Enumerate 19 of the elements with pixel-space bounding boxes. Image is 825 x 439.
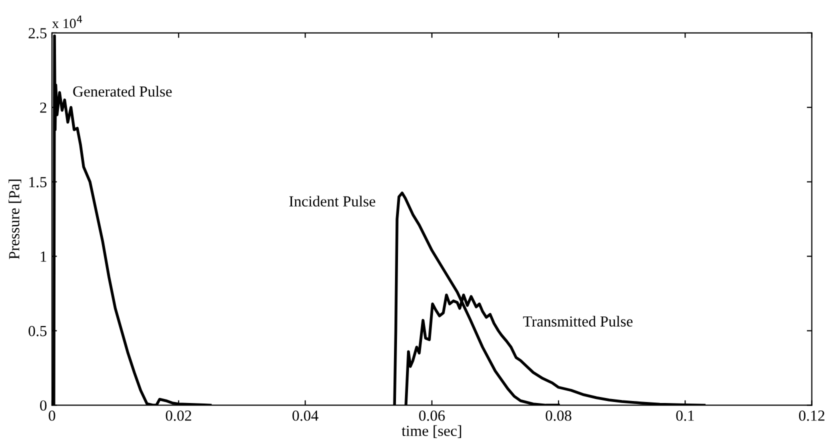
x-tick-label: 0.08 bbox=[546, 410, 572, 421]
y-tick-label: 1 bbox=[40, 252, 46, 262]
series-label: Transmitted Pulse bbox=[523, 316, 633, 327]
x-tick-label: 0.02 bbox=[166, 410, 192, 421]
series-label: Incident Pulse bbox=[289, 196, 376, 207]
y-tick-label: 0 bbox=[40, 400, 47, 411]
x-tick-label: 0.12 bbox=[799, 410, 824, 421]
x-tick-label: 0 bbox=[48, 410, 56, 421]
x-axis-title: time [sec] bbox=[402, 425, 462, 438]
x-tick-label: 0.04 bbox=[292, 410, 318, 421]
x-tick-label: 0.06 bbox=[419, 410, 445, 421]
y-tick-label: 2.5 bbox=[28, 28, 47, 38]
text: x 10$^{4}$ bbox=[52, 16, 82, 28]
y-axis-title: Pressure [Pa] bbox=[8, 180, 22, 260]
y-tick-label: 0.5 bbox=[28, 326, 47, 336]
y-tick-label: 2 bbox=[40, 102, 46, 113]
series-label: Generated Pulse bbox=[73, 86, 172, 97]
y-tick-label: 1.5 bbox=[29, 177, 47, 188]
x-tick-label: 0.1 bbox=[676, 410, 694, 421]
